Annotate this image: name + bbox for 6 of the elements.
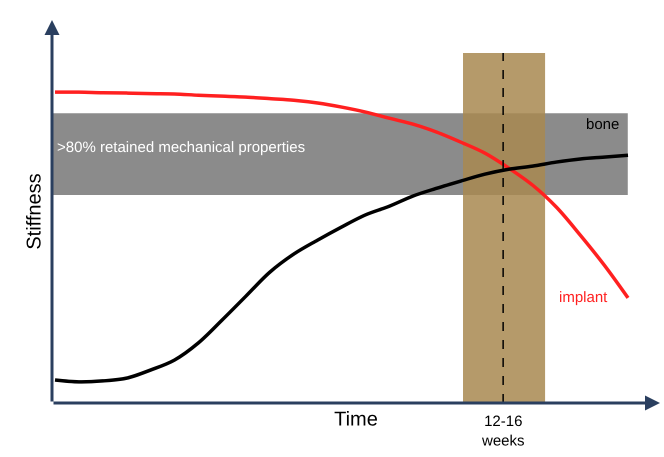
x-axis-title: Time — [334, 408, 378, 430]
series-label: bone — [586, 116, 620, 133]
series-label: implant — [559, 289, 608, 306]
text: 12-16 weeks — [481, 413, 525, 450]
y-axis-title: Stiffness — [24, 173, 46, 250]
band-label: >80% retained mechanical properties — [57, 139, 306, 156]
